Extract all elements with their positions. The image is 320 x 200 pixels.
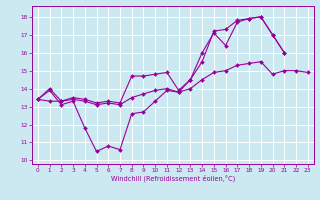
- X-axis label: Windchill (Refroidissement éolien,°C): Windchill (Refroidissement éolien,°C): [111, 175, 235, 182]
